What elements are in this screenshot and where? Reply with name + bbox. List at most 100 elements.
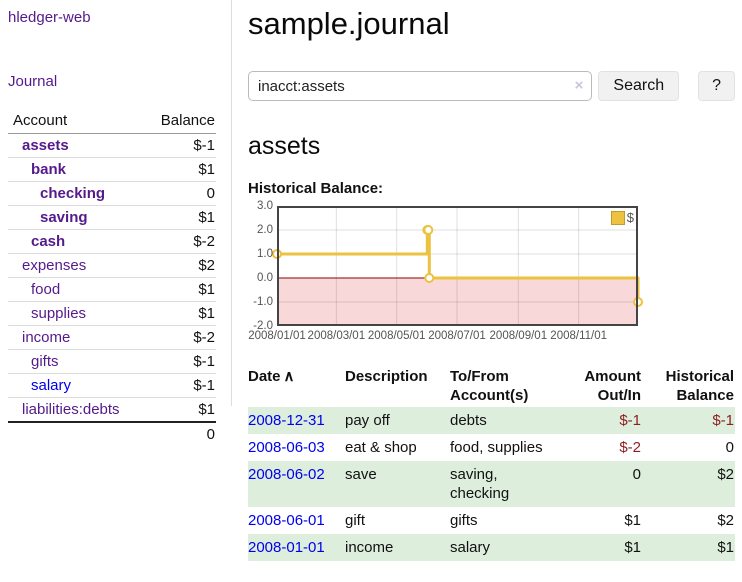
accounts-total-row: 0 <box>8 422 216 446</box>
transaction-date-link[interactable]: 2008-12-31 <box>248 412 325 429</box>
search-row: × Search ? <box>248 71 735 101</box>
transaction-amount: $-1 <box>619 412 641 429</box>
account-balance: $-1 <box>193 137 215 154</box>
transaction-amount: $1 <box>624 512 641 529</box>
register-header-amount: Amount Out/In <box>584 368 641 404</box>
account-balance: $1 <box>198 305 215 322</box>
transaction-date-link[interactable]: 2008-01-01 <box>248 539 325 556</box>
x-axis-tick-label: 2008/07/01 <box>428 330 486 342</box>
account-link-gifts[interactable]: gifts <box>31 353 59 370</box>
transaction-balance: $2 <box>717 512 734 529</box>
transaction-amount: $-2 <box>619 439 641 456</box>
register-row: 2008-06-01 gift gifts $1 $2 <box>248 507 735 534</box>
register-table: Date ∧ Description To/From Account(s) Amo… <box>248 365 735 561</box>
account-row-bank: bank $1 <box>8 157 216 182</box>
legend-swatch-icon <box>610 210 625 225</box>
account-heading: assets <box>248 132 321 160</box>
x-axis-tick-label: 2008/11/01 <box>550 330 607 342</box>
account-balance: $1 <box>198 209 215 226</box>
register-header-description: Description <box>345 368 428 385</box>
register-row: 2008-12-31 pay off debts $-1 $-1 <box>248 407 735 434</box>
transaction-date-link[interactable]: 2008-06-03 <box>248 439 325 456</box>
search-input[interactable] <box>248 71 593 101</box>
account-link-liabilities-debts[interactable]: liabilities:debts <box>22 401 120 418</box>
account-balance: $-1 <box>193 353 215 370</box>
account-row-checking: checking 0 <box>8 181 216 206</box>
transaction-accounts: salary <box>450 539 491 556</box>
page-title: sample.journal <box>248 6 450 41</box>
account-link-expenses[interactable]: expenses <box>22 257 87 274</box>
chart-legend: $ <box>610 210 634 225</box>
transaction-date-link[interactable]: 2008-06-01 <box>248 512 325 529</box>
transaction-balance: 0 <box>725 439 734 456</box>
account-row-saving: saving $1 <box>8 205 216 230</box>
accounts-header-account: Account <box>8 109 144 134</box>
clear-search-icon[interactable]: × <box>574 77 584 94</box>
account-row-cash: cash $-2 <box>8 229 216 254</box>
transaction-accounts: food, supplies <box>450 439 543 456</box>
account-balance: $1 <box>198 161 215 178</box>
transaction-description: pay off <box>345 412 390 429</box>
balance-chart: $ 3.0 2.0 1.0 0.0 -1.0 -2.0 2008/01/01 2008/03/… <box>248 200 643 344</box>
account-link-income[interactable]: income <box>22 329 71 346</box>
transaction-balance: $-1 <box>712 412 734 429</box>
transaction-description: gift <box>345 512 366 529</box>
main-content: sample.journal × Search ? assets Histori… <box>233 0 742 561</box>
register-row: 2008-06-02 save saving, checking 0 $2 <box>248 461 735 507</box>
account-row-supplies: supplies $1 <box>8 301 216 326</box>
register-header-balance: Historical Balance <box>665 368 734 404</box>
account-link-assets[interactable]: assets <box>22 137 69 154</box>
account-row-gifts: gifts $-1 <box>8 349 216 374</box>
account-link-checking[interactable]: checking <box>40 185 106 202</box>
account-row-salary: salary $-1 <box>8 373 216 398</box>
register-row: 2008-01-01 income salary $1 $1 <box>248 534 735 561</box>
account-link-saving[interactable]: saving <box>40 209 88 226</box>
account-link-supplies[interactable]: supplies <box>31 305 87 322</box>
y-axis-tick-label: 3.0 <box>257 200 273 212</box>
account-link-food[interactable]: food <box>31 281 61 298</box>
y-axis-tick-label: -1.0 <box>253 296 273 308</box>
account-link-cash[interactable]: cash <box>31 233 66 250</box>
transaction-accounts: gifts <box>450 512 478 529</box>
app-title-link[interactable]: hledger-web <box>8 9 91 26</box>
accounts-table: Account Balance assets $-1 bank $1 checkin… <box>8 109 216 446</box>
register-row: 2008-06-03 eat & shop food, supplies $-2… <box>248 434 735 461</box>
x-axis-tick-label: 2008/03/01 <box>307 330 366 342</box>
account-row-liabilities-debts: liabilities:debts $1 <box>8 397 216 422</box>
account-balance: 0 <box>206 185 215 202</box>
transaction-accounts: debts <box>450 412 487 429</box>
search-button[interactable]: Search <box>598 71 680 101</box>
y-axis-tick-label: 1.0 <box>257 248 273 260</box>
y-axis-tick-label: -2.0 <box>253 320 273 332</box>
account-row-income: income $-2 <box>8 325 216 350</box>
transaction-balance: $2 <box>717 466 734 483</box>
transaction-description: income <box>345 539 394 556</box>
account-balance: $1 <box>198 401 215 418</box>
account-row-expenses: expenses $2 <box>8 253 216 278</box>
y-axis-tick-label: 2.0 <box>257 224 273 236</box>
sidebar: hledger-web Journal Account Balance asse… <box>0 0 232 443</box>
transaction-amount: $1 <box>624 539 641 556</box>
help-button[interactable]: ? <box>698 71 735 101</box>
transaction-balance: $1 <box>717 539 734 556</box>
account-row-assets: assets $-1 <box>8 134 216 158</box>
account-balance: $-2 <box>193 233 215 250</box>
transaction-accounts: saving, checking <box>450 466 510 502</box>
account-balance: $-2 <box>193 329 215 346</box>
register-header-date[interactable]: Date ∧ <box>248 368 295 385</box>
historical-balance-label: Historical Balance: <box>248 180 384 197</box>
x-axis-tick-label: 2008/01/01 <box>248 330 306 342</box>
accounts-header-balance: Balance <box>143 109 216 134</box>
transaction-description: save <box>345 466 377 483</box>
nav-journal-link[interactable]: Journal <box>8 73 58 90</box>
chart-plot-area <box>272 206 643 326</box>
accounts-total-value: 0 <box>206 426 215 443</box>
account-balance: $1 <box>198 281 215 298</box>
register-header-accounts: To/From Account(s) <box>450 368 529 404</box>
account-row-food: food $1 <box>8 277 216 302</box>
sort-ascending-icon: ∧ <box>283 368 295 385</box>
account-link-bank[interactable]: bank <box>31 161 67 178</box>
x-axis-tick-label: 2008/09/01 <box>489 330 548 342</box>
account-link-salary[interactable]: salary <box>31 377 72 394</box>
transaction-date-link[interactable]: 2008-06-02 <box>248 466 325 483</box>
